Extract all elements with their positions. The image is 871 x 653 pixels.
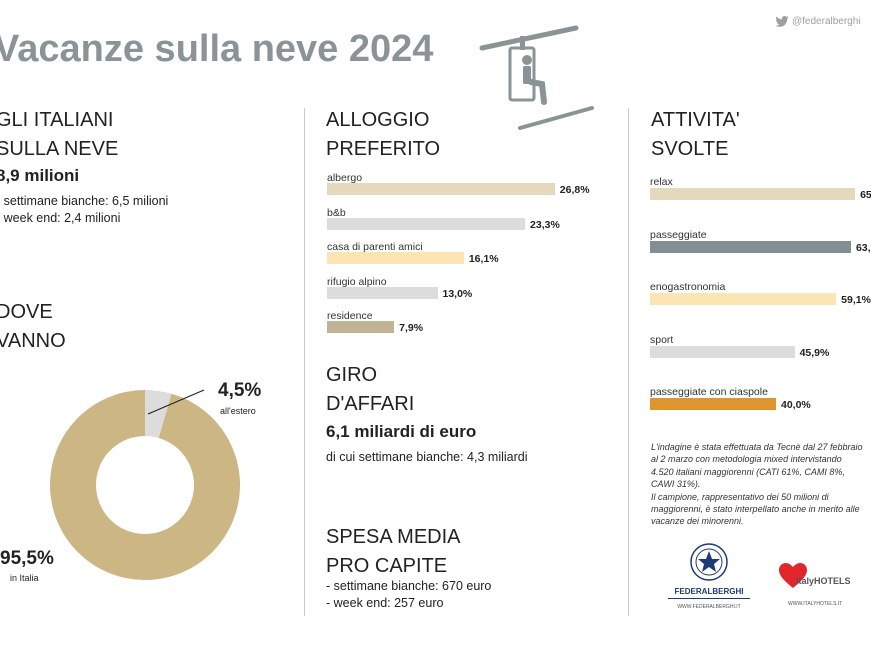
alloggio-bar-value: 13,0% [442, 287, 473, 300]
attivita-heading-line-2: SVOLTE [651, 138, 729, 160]
dove-heading-line-2: VANNO [0, 330, 66, 352]
federalberghi-logo-name: FEDERALBERGHI [674, 587, 744, 596]
alloggio-bar-value: 26,8% [559, 184, 590, 196]
donut-label-value-estero: 4,5% [218, 380, 262, 401]
twitter-handle[interactable]: @federalberghi [775, 16, 861, 27]
alloggio-heading: ALLOGGIO PREFERITO [326, 106, 440, 164]
destination-donut-chart [49, 389, 240, 580]
alloggio-bar [327, 217, 526, 230]
alloggio-heading-line-1: ALLOGGIO [326, 109, 430, 131]
attivita-bar-value: 40,0% [781, 399, 811, 411]
attivita-bar-value: 45,9% [799, 346, 830, 359]
attivita-bar-label: passeggiate [650, 228, 707, 241]
alloggio-bar [327, 286, 438, 299]
italiani-heading-line-1: GLI ITALIANI [0, 109, 114, 131]
italyhotels-logo[interactable]: ItalyHOTELS WWW.ITALYHOTELS.IT [778, 560, 866, 614]
donut-label-category-italia: in Italia [10, 573, 39, 583]
federalberghi-emblem-icon [690, 543, 728, 581]
attivita-bar-label: enogastronomia [650, 281, 726, 293]
attivita-bar-value: 59,1% [841, 294, 871, 306]
italiani-heading: GLI ITALIANI SULLA NEVE [0, 106, 118, 164]
methodology-note: L'indagine è stata effettuata da Tecnè d… [651, 441, 866, 528]
alloggio-bar [327, 183, 555, 195]
italyhotels-logo-url: WWW.ITALYHOTELS.IT [788, 601, 843, 607]
italiani-heading-line-2: SULLA NEVE [0, 138, 119, 160]
spesa-line-2: - week end: 257 euro [326, 596, 444, 610]
alloggio-bar-value: 23,3% [530, 218, 560, 231]
attivita-bar-value: 65,1% [860, 189, 871, 201]
giro-heading-line-1: GIRO [326, 364, 378, 386]
alloggio-bar-label: rifugio alpino [327, 275, 387, 288]
attivita-bar [650, 293, 837, 305]
page-title: Vacanze sulla neve 2024 [0, 28, 434, 70]
giro-detail: di cui settimane bianche: 4,3 miliardi [326, 450, 528, 464]
heart-icon [779, 563, 807, 588]
italiani-details: - settimane bianche: 6,5 milioni - week … [0, 193, 168, 227]
italiani-line-1: - settimane bianche: 6,5 milioni [0, 194, 169, 208]
attivita-bar-label: passeggiate con ciaspole [650, 386, 768, 398]
attivita-bar [650, 188, 856, 200]
methodology-note-paragraph-2: Il campione, rappresentativo dei 50 mili… [651, 491, 860, 527]
attivita-heading: ATTIVITA' SVOLTE [651, 106, 740, 164]
federalberghi-logo[interactable]: FEDERALBERGHI WWW.FEDERALBERGHI.IT [664, 542, 754, 614]
column-divider-1 [304, 108, 305, 616]
methodology-note-paragraph-1: L'indagine è stata effettuata da Tecnè d… [651, 442, 863, 490]
attivita-bar [650, 345, 795, 358]
alloggio-bar-label: albergo [327, 172, 363, 184]
giro-heading: GIRO D'AFFARI [326, 361, 414, 419]
spesa-heading-line-1: SPESA MEDIA [326, 526, 461, 548]
donut-label-category-estero: all'estero [220, 406, 256, 416]
attivita-bar-label: relax [650, 176, 673, 188]
attivita-bar [650, 240, 851, 253]
attivita-bar-value: 63,8% [855, 241, 871, 254]
alloggio-bar-value: 16,1% [468, 253, 499, 265]
alloggio-bar [327, 252, 464, 264]
donut-slice-0 [49, 390, 240, 580]
alloggio-bar-label: b&b [327, 206, 346, 219]
chairlift-icon [479, 25, 594, 130]
alloggio-bar [327, 321, 395, 333]
twitter-handle-text: @federalberghi [792, 16, 861, 27]
giro-total: 6,1 miliardi di euro [326, 422, 477, 441]
column-divider-2 [628, 108, 629, 616]
dove-heading: DOVE VANNO [0, 298, 66, 356]
donut-label-value-italia: 95,5% [0, 548, 54, 569]
spesa-heading: SPESA MEDIA PRO CAPITE [326, 523, 461, 581]
twitter-bird-icon [775, 16, 789, 27]
alloggio-bar-label: residence [327, 310, 373, 322]
spesa-heading-line-2: PRO CAPITE [326, 555, 448, 577]
spesa-details: - settimane bianche: 670 euro - week end… [326, 578, 491, 612]
attivita-bar [650, 398, 776, 410]
italyhotels-logo-name: ItalyHOTELS [796, 576, 851, 586]
italiani-total: 8,9 milioni [0, 166, 80, 185]
federalberghi-logo-url: WWW.FEDERALBERGHI.IT [677, 604, 741, 610]
spesa-line-1: - settimane bianche: 670 euro [326, 579, 492, 593]
alloggio-heading-line-2: PREFERITO [326, 138, 441, 160]
alloggio-bar-label: casa di parenti amici [327, 241, 423, 253]
dove-heading-line-1: DOVE [0, 301, 53, 323]
italiani-line-2: - week end: 2,4 milioni [0, 211, 121, 225]
alloggio-bar-value: 7,9% [399, 322, 424, 334]
attivita-heading-line-1: ATTIVITA' [651, 109, 740, 131]
donut-leader-line [147, 389, 205, 415]
donut-slice-1 [50, 390, 240, 580]
giro-heading-line-2: D'AFFARI [326, 393, 415, 415]
attivita-bar-label: sport [650, 333, 674, 346]
